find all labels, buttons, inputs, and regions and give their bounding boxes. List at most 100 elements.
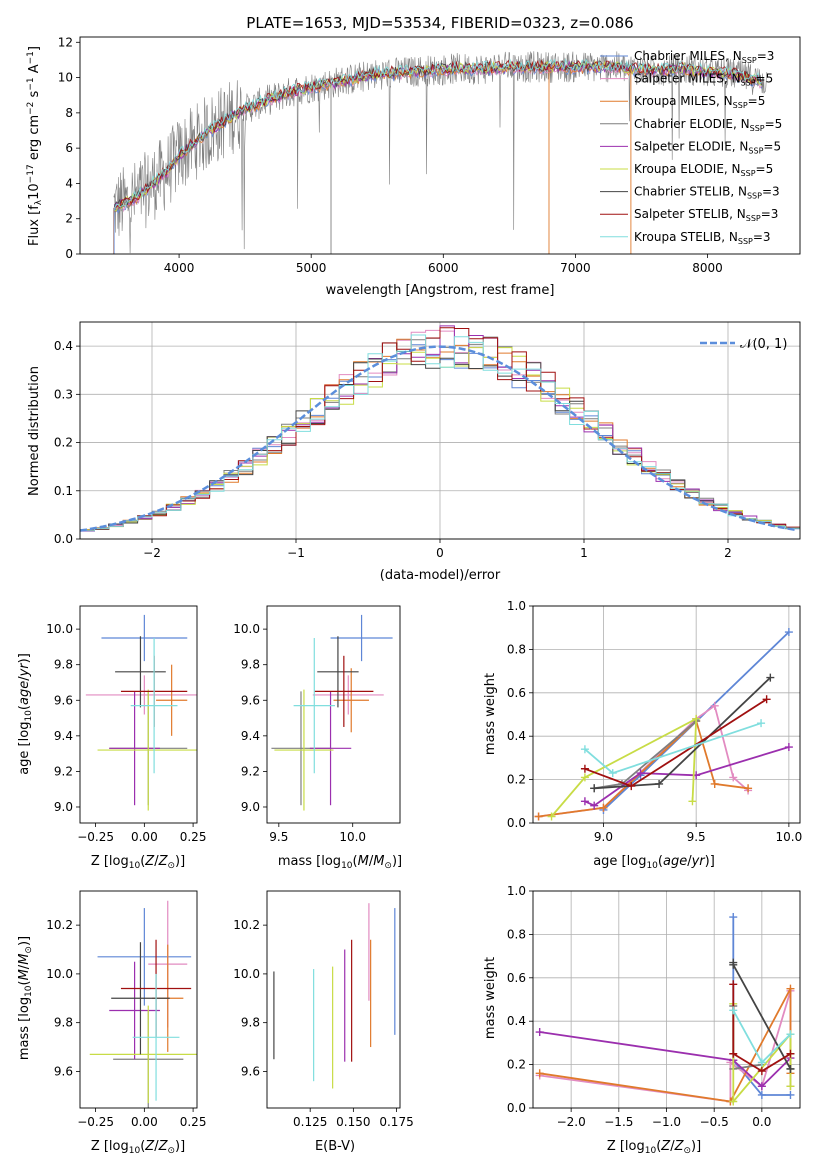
y-tick-label: 0.0 — [507, 816, 526, 830]
y-tick-label: 0.4 — [507, 1014, 526, 1028]
plot-area — [271, 614, 393, 811]
weight-series — [590, 717, 701, 793]
weight-point-marker — [534, 812, 543, 821]
weight-point-marker — [535, 1028, 544, 1037]
weight-point-marker — [547, 812, 556, 821]
y-tick-label: 0.8 — [507, 927, 526, 941]
y-tick-label: 10.0 — [46, 967, 73, 981]
errorbar-point — [314, 655, 374, 727]
massweight-vs-z-ylabel: mass weight — [483, 957, 498, 1039]
weight-point-marker — [762, 695, 771, 704]
y-tick-label: 9.2 — [241, 764, 260, 778]
weight-point-marker — [535, 1069, 544, 1078]
y-tick-label: 9.2 — [54, 764, 73, 778]
x-tick-label: −1.5 — [604, 1115, 633, 1129]
errorbar-point — [293, 638, 335, 774]
legend-label: Chabrier MILES, NSSP=3 — [634, 49, 774, 65]
y-tick-label: 0 — [65, 247, 73, 261]
legend-label-value: =3 — [762, 185, 780, 199]
legend-label: Salpeter STELIB, NSSP=3 — [634, 207, 778, 223]
plot-area — [534, 628, 793, 821]
y-tick-label: 9.8 — [54, 658, 73, 672]
weight-line — [550, 717, 698, 818]
y-tick-label: 0.4 — [54, 339, 73, 353]
y-tick-label: 2 — [65, 212, 73, 226]
x-tick-label: 4000 — [164, 261, 195, 275]
y-tick-label: 0.0 — [507, 1101, 526, 1115]
y-tick-label: 4 — [65, 176, 73, 190]
weight-point-marker — [784, 628, 793, 637]
weight-point-marker — [729, 913, 738, 922]
legend-label-subscript: SSP — [742, 56, 757, 65]
legend-label-subscript: SSP — [741, 169, 756, 178]
plot-area — [535, 913, 795, 1106]
weight-line — [538, 704, 749, 818]
errorbar-point — [111, 942, 170, 1055]
legend-label: Kroupa MILES, NSSP=5 — [634, 94, 765, 110]
legend-label-value: =3 — [761, 207, 779, 221]
weight-point-marker — [608, 769, 617, 778]
weight-point-marker — [786, 1082, 795, 1091]
weight-point-marker — [757, 719, 766, 728]
y-tick-label: 0.6 — [507, 971, 526, 985]
weight-point-marker — [729, 1049, 738, 1058]
y-tick-label: 0.8 — [507, 642, 526, 656]
y-tick-label: 9.0 — [54, 800, 73, 814]
x-tick-label: 0 — [436, 546, 444, 560]
spectrum-plot: 4000 5000 6000 7000 8000 0 2 4 6 8 10 12 — [58, 35, 801, 275]
mass-vs-ebv-xlabel: E(B-V) — [315, 1139, 355, 1154]
legend-label-subscript: SSP — [750, 124, 765, 133]
errorbar-point — [130, 638, 178, 774]
weight-point-marker — [710, 779, 719, 788]
y-tick-label: 10.0 — [233, 622, 260, 636]
age-vs-z-xlabel: Z [log10(Z/Z⊙)] — [91, 854, 185, 871]
y-tick-label: 0.2 — [507, 1058, 526, 1072]
x-tick-label: 5000 — [296, 261, 327, 275]
x-tick-label: 6000 — [428, 261, 459, 275]
mass-vs-z-plot: −0.25 0.00 0.25 9.6 9.8 10.0 10.2 — [46, 890, 206, 1129]
residuals-legend: 𝒩(0, 1) — [700, 337, 787, 352]
plot-area — [80, 325, 800, 539]
weight-point-marker — [786, 1090, 795, 1099]
weight-line — [732, 984, 791, 1073]
y-tick-label: 1.0 — [507, 884, 526, 898]
x-tick-label: −0.25 — [77, 830, 114, 844]
age-vs-z-plot: −0.25 0.00 0.25 9.0 9.2 9.4 9.6 9.8 10.0 — [46, 605, 206, 844]
weight-point-marker — [590, 801, 599, 810]
weight-series — [534, 701, 753, 821]
weight-point-marker — [590, 784, 599, 793]
age-vs-mass-plot: 9.5 10.0 9.0 9.2 9.4 9.6 9.8 10.0 — [233, 605, 401, 844]
weight-series — [580, 719, 766, 778]
errorbar-point — [333, 668, 369, 733]
y-tick-label: 9.8 — [54, 1016, 73, 1030]
errorbar-point — [109, 961, 160, 1060]
x-tick-label: 1 — [580, 546, 588, 560]
weight-series — [590, 673, 775, 793]
weight-series — [729, 958, 795, 1073]
y-tick-label: 9.6 — [241, 693, 260, 707]
massweight-vs-age-ylabel: mass weight — [483, 673, 498, 755]
legend-label-value: =5 — [763, 139, 781, 153]
weight-line — [539, 1031, 792, 1088]
legend-label: Chabrier STELIB, NSSP=3 — [634, 185, 780, 201]
weight-point-marker — [688, 797, 697, 806]
x-tick-label: −1.0 — [652, 1115, 681, 1129]
y-tick-label: 9.6 — [54, 1064, 73, 1078]
y-tick-label: 10.0 — [233, 967, 260, 981]
residuals-ylabel: Normed distribution — [27, 366, 42, 496]
axes-frame — [79, 605, 198, 824]
errorbar-point — [317, 636, 359, 708]
axes-frame — [532, 605, 801, 824]
legend-label: Salpeter ELODIE, NSSP=5 — [634, 139, 781, 155]
weight-point-marker — [729, 1006, 738, 1015]
axes-frame — [79, 36, 801, 255]
legend-label: Salpeter MILES, NSSP=5 — [634, 72, 773, 88]
errorbar-point — [109, 691, 160, 806]
errorbar-point — [132, 973, 180, 1101]
x-tick-label: 0.00 — [131, 830, 158, 844]
y-tick-label: 9.4 — [241, 729, 260, 743]
x-tick-label: 0.125 — [293, 1115, 327, 1129]
legend-label-subscript: SSP — [741, 79, 756, 88]
weight-point-marker — [627, 782, 636, 791]
